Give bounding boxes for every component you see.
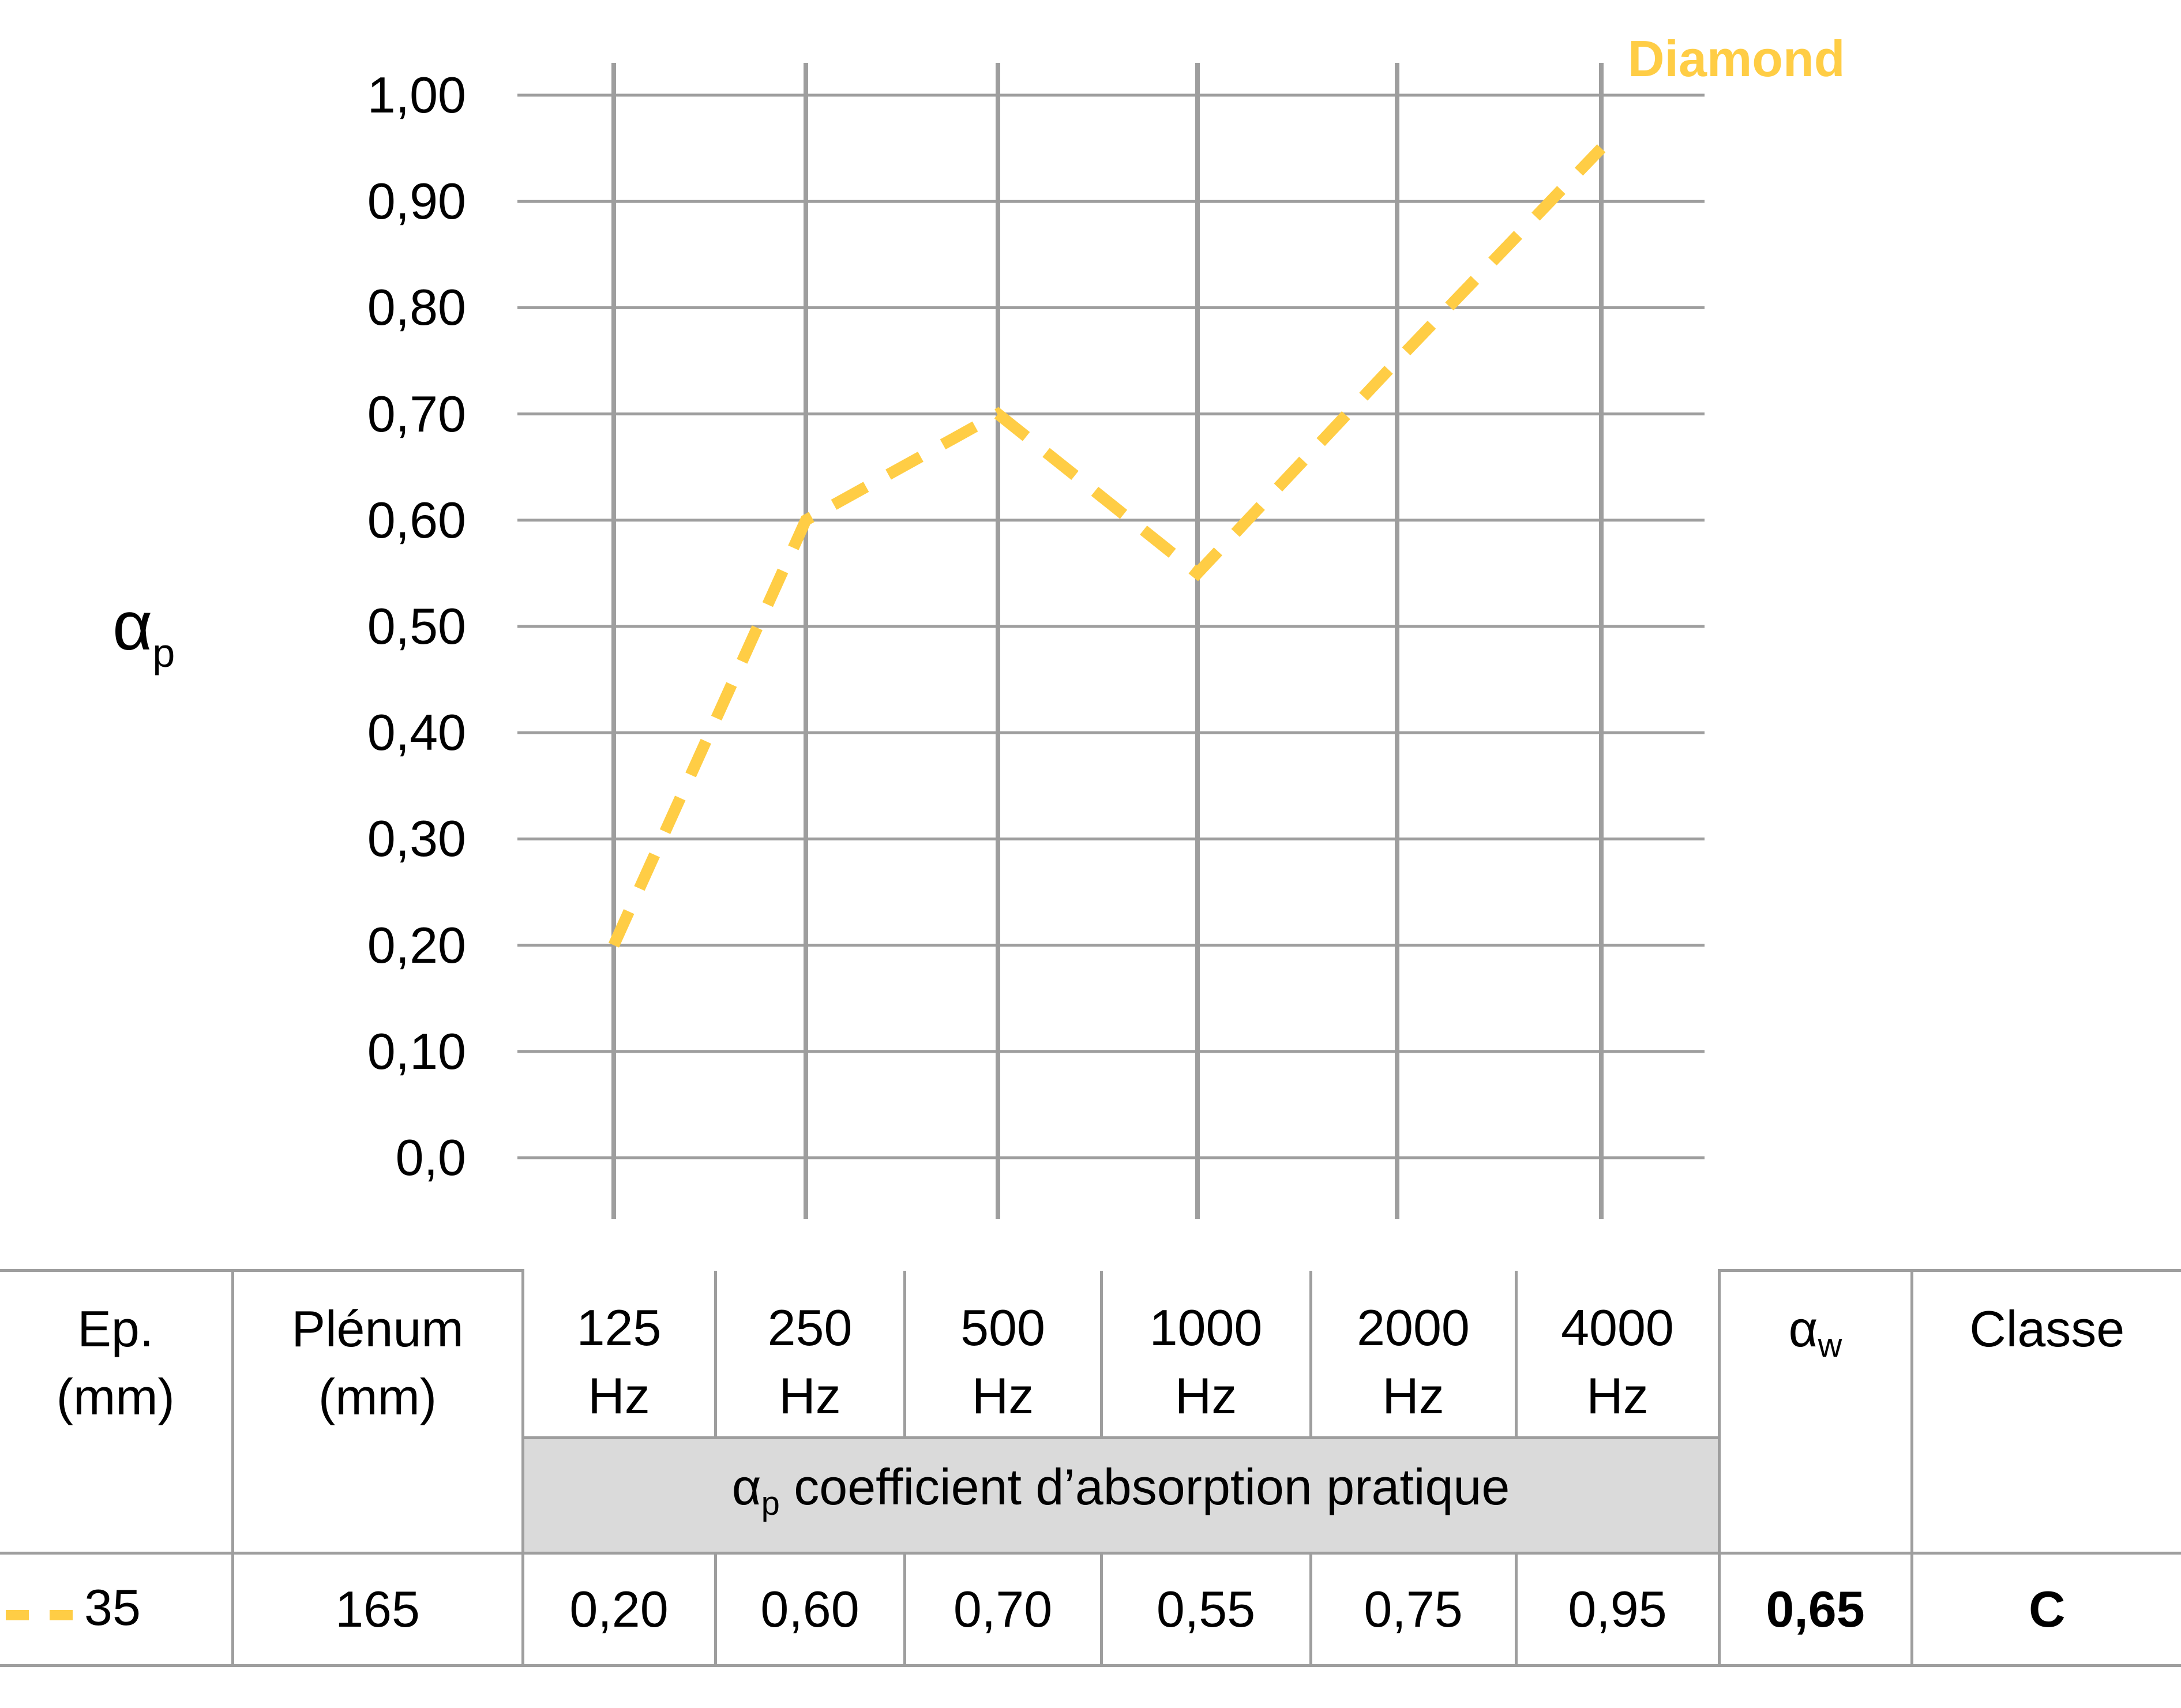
freq-unit: Hz	[588, 1367, 650, 1424]
y-tick-label: 1,00	[367, 66, 466, 123]
freq-value: 250	[767, 1298, 853, 1356]
header-aw: αw	[1717, 1269, 1913, 1555]
y-tick-label: 0,50	[367, 598, 466, 655]
freq-unit: Hz	[1382, 1367, 1444, 1424]
ep-value: 35	[84, 1578, 141, 1636]
y-tick-label: 0,0	[395, 1129, 466, 1186]
cell-250: 0,60	[714, 1552, 906, 1667]
band-alpha: α	[731, 1458, 761, 1515]
cell-1000: 0,55	[1099, 1552, 1312, 1667]
aw-main: α	[1788, 1300, 1818, 1357]
vertical-gridlines	[611, 63, 1604, 1219]
absorption-band: αp coefficient d’absorption pratique	[521, 1436, 1721, 1555]
cell-classe: C	[1910, 1552, 2181, 1667]
horizontal-gridlines	[517, 93, 1705, 1159]
freq-value: 2000	[1357, 1298, 1470, 1356]
cell-ep: 35	[0, 1552, 234, 1667]
chart-plot	[517, 63, 1705, 1219]
cell-2000: 0,75	[1309, 1552, 1518, 1667]
band-sub: p	[761, 1485, 780, 1522]
cell-aw: 0,65	[1717, 1552, 1913, 1667]
freq-value: 4000	[1561, 1298, 1674, 1356]
series-line-diamond	[608, 144, 1606, 948]
header-plenum-line2: (mm)	[318, 1368, 437, 1425]
header-freq-125: 125 Hz	[521, 1270, 717, 1439]
header-freq-250: 250 Hz	[714, 1270, 906, 1439]
y-tick-label: 0,30	[367, 810, 466, 868]
header-ep: Ep. (mm)	[0, 1269, 234, 1555]
freq-value: 125	[576, 1298, 662, 1356]
header-ep-line1: Ep.	[77, 1300, 154, 1357]
y-axis-label-main: α	[112, 587, 153, 665]
header-plenum: Plénum (mm)	[231, 1269, 524, 1555]
header-freq-1000: 1000 Hz	[1099, 1270, 1312, 1439]
band-row: αp coefficient d’absorption pratique	[0, 1436, 2181, 1555]
y-tick-label: 0,80	[367, 279, 466, 336]
freq-unit: Hz	[1174, 1367, 1237, 1424]
freq-unit: Hz	[1586, 1367, 1649, 1424]
cell-500: 0,70	[903, 1552, 1103, 1667]
y-tick-label: 0,90	[367, 172, 466, 230]
header-classe: Classe	[1910, 1269, 2181, 1555]
y-tick-label: 0,10	[367, 1022, 466, 1080]
header-freq-2000: 2000 Hz	[1309, 1270, 1518, 1439]
series-label: Diamond	[1628, 30, 1845, 87]
header-row: Ep. (mm) Plénum (mm) 125 Hz 250 Hz 500 H…	[0, 1269, 2181, 1555]
y-axis-label: αp	[112, 588, 175, 690]
band-text: coefficient d’absorption pratique	[779, 1458, 1510, 1515]
y-tick-label: 0,70	[367, 385, 466, 442]
table-row: 35 165 0,20 0,60 0,70 0,55 0,75 0,95 0,6…	[0, 1552, 2181, 1667]
cell-125: 0,20	[521, 1552, 717, 1667]
freq-value: 500	[960, 1298, 1045, 1356]
aw-sub: w	[1818, 1327, 1842, 1364]
freq-value: 1000	[1149, 1298, 1263, 1356]
legend-dash-icon	[6, 1577, 84, 1645]
header-freq-4000: 4000 Hz	[1514, 1270, 1721, 1439]
freq-unit: Hz	[971, 1367, 1034, 1424]
classe-label: Classe	[1969, 1300, 2125, 1357]
absorption-table: Ep. (mm) Plénum (mm) 125 Hz 250 Hz 500 H…	[0, 1269, 2181, 1667]
y-tick-label: 0,20	[367, 916, 466, 974]
cell-plenum: 165	[231, 1552, 524, 1667]
freq-unit: Hz	[779, 1367, 841, 1424]
y-tick-label: 0,60	[367, 491, 466, 549]
y-axis-label-sub: p	[152, 630, 175, 675]
cell-4000: 0,95	[1514, 1552, 1721, 1667]
header-ep-line2: (mm)	[56, 1368, 175, 1425]
y-tick-label: 0,40	[367, 704, 466, 761]
header-plenum-line1: Plénum	[291, 1300, 464, 1357]
header-freq-500: 500 Hz	[903, 1270, 1103, 1439]
